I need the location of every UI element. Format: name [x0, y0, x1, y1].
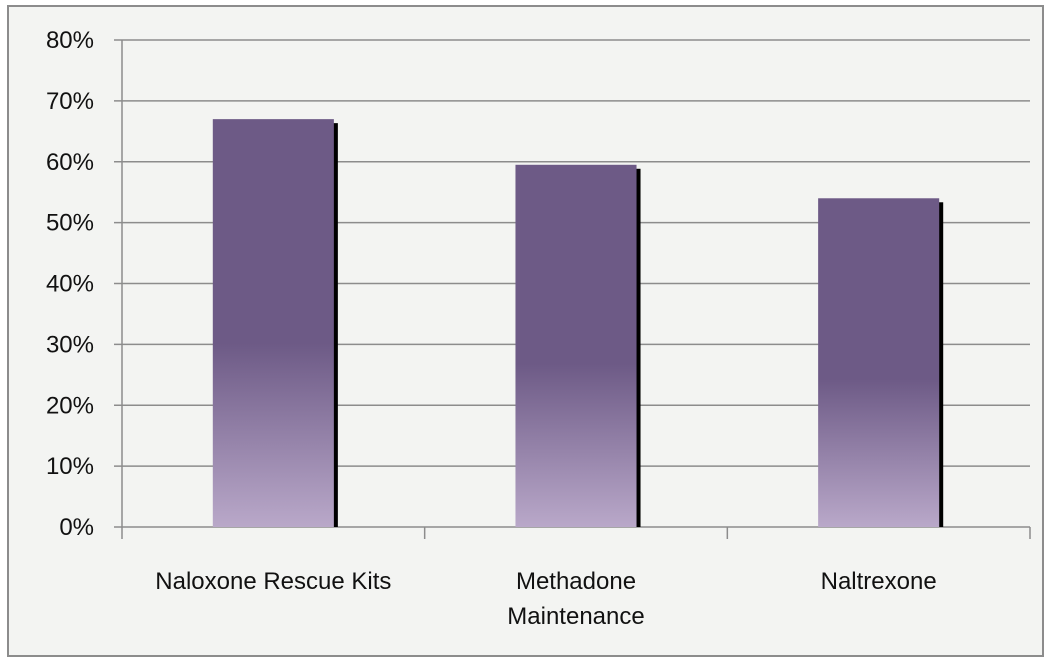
bar [212, 119, 334, 527]
x-category-label: Naltrexone [821, 568, 937, 595]
y-tick-labels: 0% 10% 20% 30% 40% 50% 60% 70% 80% [46, 27, 94, 541]
y-tick-label: 20% [46, 392, 94, 419]
x-category-labels: Naloxone Rescue Kits Methadone Maintenance… [155, 568, 936, 630]
x-category-label: Methadone [516, 568, 636, 595]
y-tick-label: 10% [46, 453, 94, 480]
y-tick-label: 60% [46, 149, 94, 176]
bars [212, 119, 944, 527]
y-tick-label: 80% [46, 27, 94, 54]
bar [818, 198, 940, 527]
x-category-label: Maintenance [507, 603, 644, 630]
x-category-label: Naloxone Rescue Kits [155, 568, 391, 595]
y-tick-label: 50% [46, 210, 94, 237]
bar [515, 164, 637, 527]
y-tick-label: 40% [46, 271, 94, 298]
y-tick-label: 0% [59, 514, 94, 541]
y-tick-label: 30% [46, 331, 94, 358]
y-tick-label: 70% [46, 88, 94, 115]
